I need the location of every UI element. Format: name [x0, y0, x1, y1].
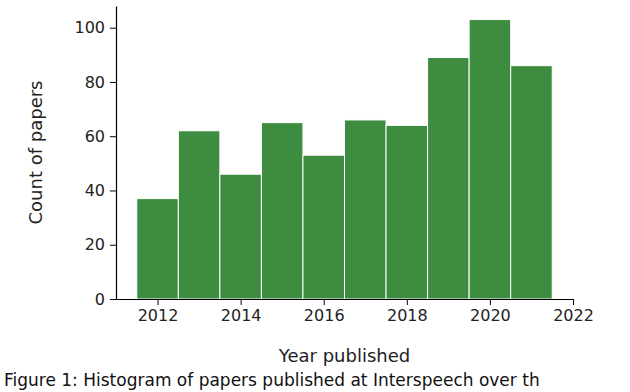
y-tick-mark: [110, 190, 116, 191]
x-tick: 2022: [553, 299, 594, 325]
y-tick: 80: [85, 73, 116, 92]
y-tick-label: 0: [95, 290, 105, 309]
bar: [261, 123, 303, 299]
x-tick: 2018: [387, 299, 428, 325]
x-tick-mark: [158, 299, 159, 305]
bar: [220, 174, 262, 299]
y-tick-mark: [110, 299, 116, 300]
y-tick-mark: [110, 245, 116, 246]
x-tick-label: 2012: [138, 306, 179, 325]
x-tick-label: 2014: [221, 306, 262, 325]
y-tick-label: 100: [74, 18, 105, 37]
y-tick-mark: [110, 82, 116, 83]
x-axis-title: Year published: [278, 345, 410, 366]
x-tick-label: 2016: [304, 306, 345, 325]
x-tick-label: 2022: [553, 306, 594, 325]
y-tick-mark: [110, 136, 116, 137]
x-axis-line: [117, 299, 574, 300]
x-tick-mark: [490, 299, 491, 305]
x-tick-mark: [241, 299, 242, 305]
y-tick-label: 20: [85, 235, 105, 254]
x-tick-mark: [324, 299, 325, 305]
bar: [386, 125, 428, 299]
y-tick-label: 40: [85, 181, 105, 200]
x-tick-mark: [407, 299, 408, 305]
bar: [303, 155, 345, 299]
x-tick: 2020: [470, 299, 511, 325]
caption: Figure 1: Histogram of papers published …: [4, 370, 540, 390]
x-tick: 2016: [304, 299, 345, 325]
y-tick-mark: [110, 28, 116, 29]
x-tick: 2014: [221, 299, 262, 325]
x-tick-label: 2020: [470, 306, 511, 325]
y-tick: 40: [85, 181, 116, 200]
chart: 2012 2014 2016 2018 2020 2022 0 20 40 60 80 100 Year…: [0, 0, 630, 392]
bar: [469, 20, 511, 299]
y-axis: 0 20 40 60 80 100: [74, 7, 116, 309]
bar: [137, 199, 179, 299]
x-axis: 2012 2014 2016 2018 2020 2022: [117, 299, 594, 325]
bars: [137, 20, 552, 299]
y-tick-label: 60: [85, 127, 105, 146]
x-tick-label: 2018: [387, 306, 428, 325]
y-tick: 20: [85, 235, 116, 254]
bar: [178, 131, 220, 299]
y-tick-label: 80: [85, 73, 105, 92]
y-tick: 100: [74, 18, 116, 37]
bar: [428, 58, 470, 299]
y-axis-line: [116, 7, 117, 300]
bar: [345, 120, 387, 299]
x-tick-mark: [573, 299, 574, 305]
y-tick: 60: [85, 127, 116, 146]
y-tick: 0: [95, 290, 116, 309]
y-axis-title: Count of papers: [25, 81, 46, 225]
bar: [511, 66, 553, 299]
x-tick: 2012: [138, 299, 179, 325]
